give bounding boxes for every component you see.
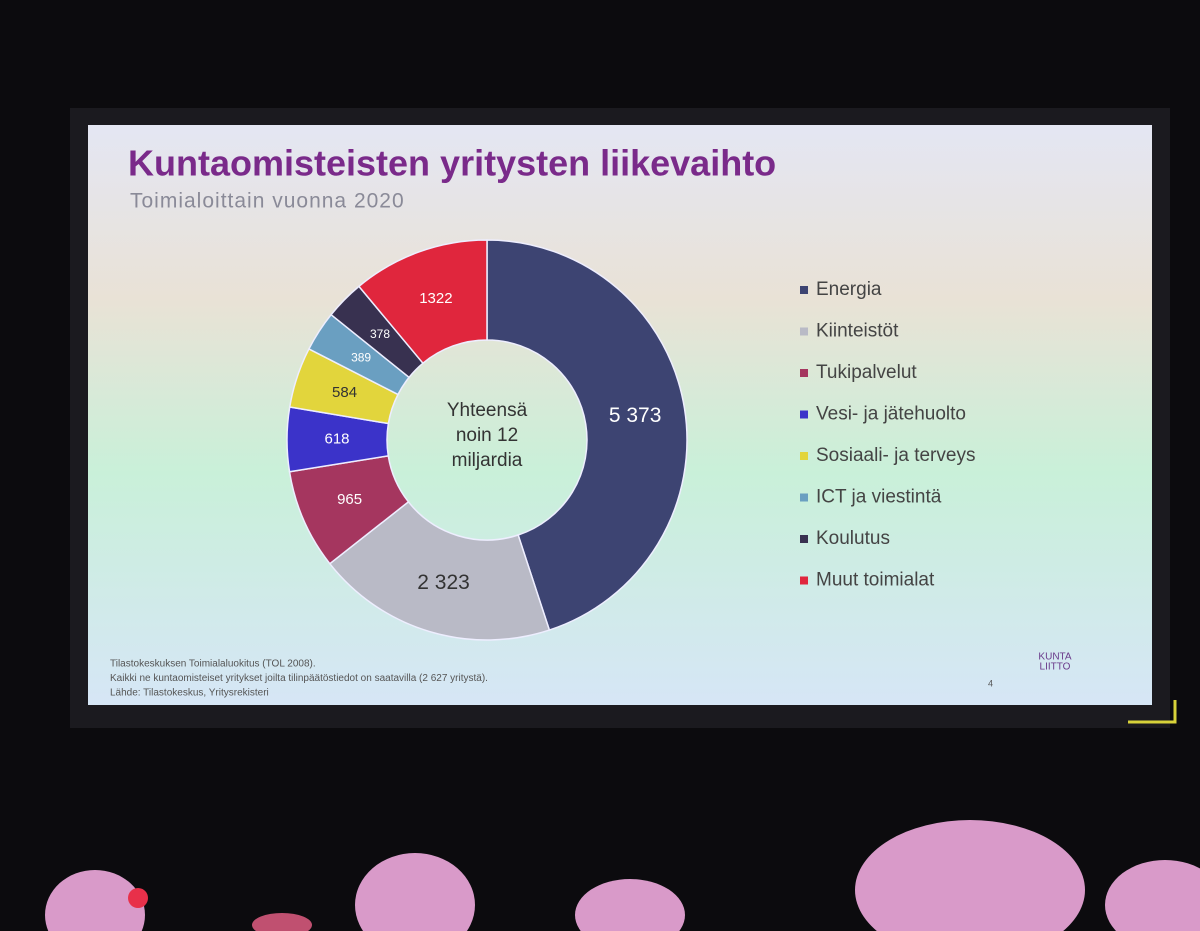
- subtitle: Toimialoittain vuonna 2020: [130, 190, 405, 213]
- center-text: Yhteensä: [447, 400, 528, 421]
- center-text: miljardia: [452, 450, 523, 471]
- audience: [45, 820, 1200, 931]
- value-label: 618: [324, 430, 349, 447]
- donut-segment: [486, 239, 688, 631]
- legend-label: Muut toimialat: [816, 570, 935, 591]
- title: Kuntaomisteisten yritysten liikevaihto: [128, 143, 776, 184]
- value-label: 2 323: [417, 571, 470, 594]
- legend-swatch: [800, 452, 808, 460]
- legend-swatch: [800, 410, 808, 419]
- legend-swatch: [800, 493, 808, 502]
- legend-label: Vesi- ja jätehuolto: [816, 404, 966, 425]
- value-label: 584: [332, 384, 357, 401]
- legend-label: ICT ja viestintä: [816, 487, 942, 508]
- legend-swatch: [800, 576, 808, 585]
- legend-label: Energia: [816, 279, 882, 300]
- corner-mark: [1128, 700, 1177, 724]
- legend-swatch: [800, 327, 808, 336]
- value-label: 5 373: [609, 404, 662, 427]
- legend-swatch: [800, 369, 808, 377]
- footnote: Lähde: Tilastokeskus, Yritysrekisteri: [110, 688, 269, 699]
- legend-label: Sosiaali- ja terveys: [816, 445, 975, 466]
- value-label: 1322: [419, 290, 452, 307]
- center-text: noin 12: [456, 425, 518, 446]
- legend-label: Tukipalvelut: [816, 362, 917, 383]
- legend-swatch: [800, 286, 808, 294]
- footnote: Tilastokeskuksen Toimialaluokitus (TOL 2…: [110, 659, 316, 670]
- page-number: 4: [988, 678, 993, 688]
- logo: LIITTO: [1040, 662, 1071, 673]
- value-label: 965: [337, 491, 362, 508]
- legend-label: Kiinteistöt: [816, 321, 899, 342]
- legend-label: Koulutus: [816, 528, 890, 549]
- donut-segment: [328, 500, 551, 641]
- legend-swatch: [800, 535, 808, 543]
- value-label: 389: [351, 351, 371, 365]
- footnote: Kaikki ne kuntaomisteiset yritykset joil…: [110, 673, 488, 684]
- hair-clip: [128, 888, 148, 908]
- value-label: 378: [370, 327, 390, 341]
- logo: KUNTA: [1038, 652, 1071, 663]
- donut-segment: [357, 239, 488, 365]
